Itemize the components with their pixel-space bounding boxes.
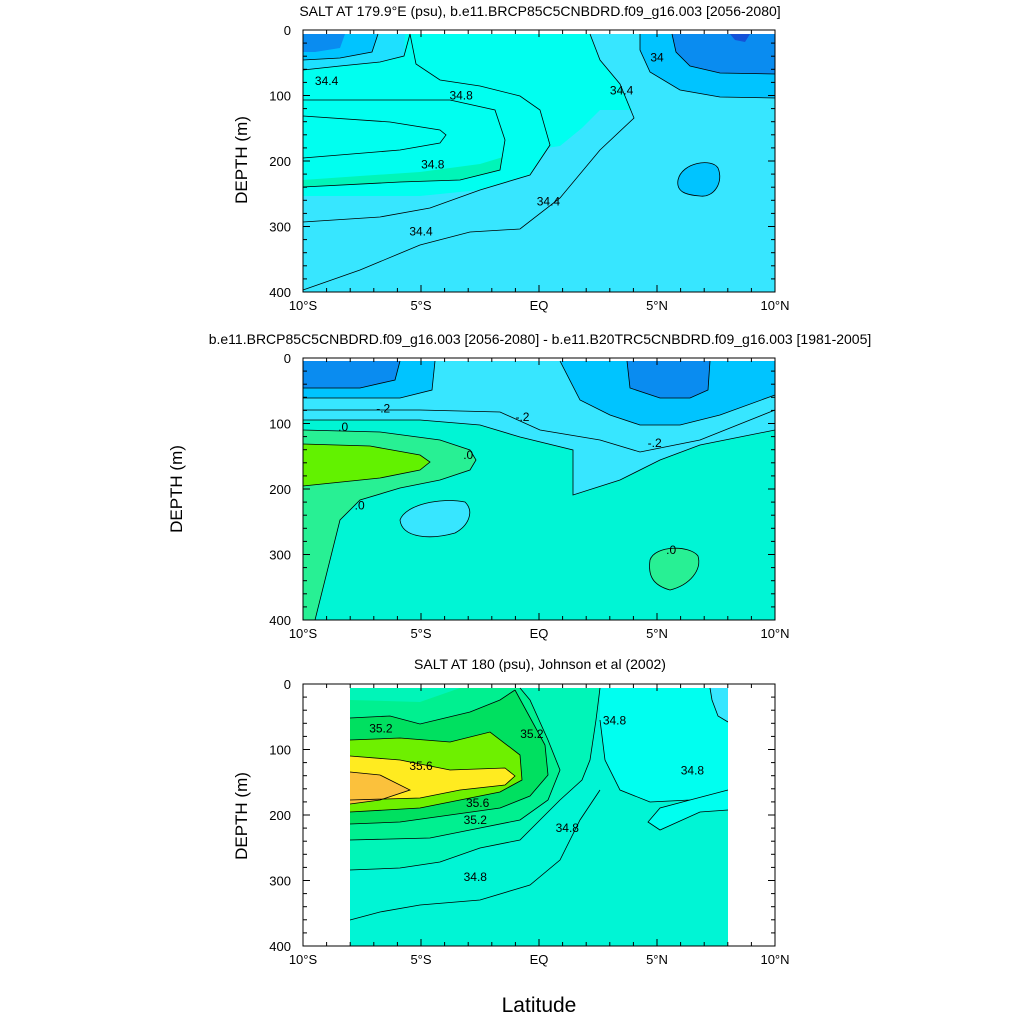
panel-1-title: SALT AT 179.9°E (psu), b.e11.BRCP85C5CNB… (299, 3, 780, 19)
panel-2-ylabel: DEPTH (m) (167, 445, 186, 533)
panel-2-anomaly-minus-0.4-east (627, 361, 710, 398)
panel-1-fill (303, 30, 775, 292)
x-tick-label: 10°N (760, 298, 789, 313)
contour-label: -.2 (376, 401, 390, 415)
x-tick-label: 10°S (289, 626, 318, 641)
contour-label: 34 (650, 51, 664, 65)
panel-1-salinity-33.8-east (730, 34, 750, 42)
y-tick-label: 100 (269, 89, 291, 104)
x-tick-label: 5°N (646, 298, 668, 313)
contour-label: 34.4 (537, 195, 561, 209)
x-tick-label: 5°S (410, 952, 431, 967)
panel-3-axes: 10°S 5°S EQ 5°N 10°N 0 100 200 300 400 (269, 677, 789, 967)
panel-1-axes: 10°S 5°S EQ 5°N 10°N 0 100 200 300 400 (269, 23, 789, 313)
panel-3-salinity-34.8-east-lower (648, 790, 728, 946)
x-tick-label: 10°S (289, 298, 318, 313)
contour-label: -.2 (648, 436, 662, 450)
contour-label: 35.6 (466, 796, 490, 810)
x-tick-label: EQ (530, 298, 549, 313)
y-tick-label: 0 (284, 351, 291, 366)
y-tick-label: 400 (269, 613, 291, 628)
x-tick-label: 5°S (410, 626, 431, 641)
panel-2-contour-lines (302, 360, 776, 621)
x-tick-label: 10°N (760, 626, 789, 641)
contour-label: -.2 (515, 410, 529, 424)
panel-2: b.e11.BRCP85C5CNBDRD.f09_g16.003 [2056-2… (167, 331, 871, 641)
y-tick-label: 200 (269, 154, 291, 169)
y-tick-label: 400 (269, 939, 291, 954)
panel-2-anomaly-minus-0.4-west (303, 361, 400, 388)
panel-2-anomaly-plus-0.1 (303, 444, 430, 486)
panel-2-anomaly-eddy-negative (400, 500, 470, 537)
x-tick-label: 5°N (646, 952, 668, 967)
contour-label: .0 (463, 448, 473, 462)
contour-label: 35.2 (369, 722, 393, 736)
y-tick-label: 400 (269, 285, 291, 300)
y-tick-label: 300 (269, 874, 291, 889)
panel-1-contour-lines (302, 33, 776, 291)
panel-3-no-data-west (303, 688, 350, 946)
panel-1-salinity-34.0 (303, 34, 345, 52)
contour-label: 34.4 (315, 74, 339, 88)
y-tick-label: 200 (269, 808, 291, 823)
contour-label: .0 (666, 543, 676, 557)
contour-label: 34.8 (464, 870, 488, 884)
contour-label: 34.8 (556, 821, 580, 835)
x-tick-label: EQ (530, 626, 549, 641)
contour-label: 35.6 (409, 759, 433, 773)
panel-3-ylabel: DEPTH (m) (232, 772, 251, 860)
panel-3-salinity-34.8-east (600, 688, 728, 802)
contour-label: 35.2 (464, 813, 488, 827)
y-tick-label: 0 (284, 23, 291, 38)
panel-1-contour-labels: 34.4 34.8 34.8 34.4 34.4 34.4 34 (315, 51, 664, 239)
contour-label: 34.8 (449, 89, 473, 103)
y-tick-label: 0 (284, 677, 291, 692)
panel-1: SALT AT 179.9°E (psu), b.e11.BRCP85C5CNB… (232, 3, 790, 313)
contour-label: .0 (338, 420, 348, 434)
panel-2-axes: 10°S 5°S EQ 5°N 10°N 0 100 200 300 400 (269, 351, 789, 641)
panel-3-contour-lines (349, 687, 729, 921)
figure-xlabel: Latitude (502, 994, 577, 1017)
contour-label: .0 (355, 498, 365, 512)
panel-3-salinity-34.6-corner (710, 688, 728, 722)
panel-2-contour-labels: -.2 .0 .0 .0 -.2 -.2 .0 (338, 401, 676, 556)
panel-1-salinity-34.0-east (672, 34, 775, 74)
x-tick-label: 10°N (760, 952, 789, 967)
contour-label: 35.2 (520, 727, 544, 741)
x-tick-label: 5°S (410, 298, 431, 313)
panel-2-anomaly-eddy-positive (649, 548, 699, 590)
panel-3: SALT AT 180 (psu), Johnson et al (2002) (232, 656, 790, 967)
panel-3-fill (350, 688, 728, 946)
x-tick-label: EQ (530, 952, 549, 967)
contour-label: 34.4 (409, 225, 433, 239)
panel-2-title: b.e11.BRCP85C5CNBDRD.f09_g16.003 [2056-2… (209, 331, 872, 347)
panel-1-ylabel: DEPTH (m) (232, 116, 251, 204)
panel-2-fill (303, 358, 775, 620)
x-tick-label: 10°S (289, 952, 318, 967)
contour-label: 34.8 (421, 157, 445, 171)
contour-label: 34.4 (610, 83, 634, 97)
contour-label: 34.8 (681, 763, 705, 777)
contour-label: 34.8 (603, 714, 627, 728)
y-tick-label: 300 (269, 548, 291, 563)
y-tick-label: 300 (269, 220, 291, 235)
y-tick-label: 100 (269, 417, 291, 432)
panel-3-no-data-east (728, 688, 775, 946)
y-tick-label: 200 (269, 482, 291, 497)
panel-3-salinity-35.8 (350, 772, 410, 804)
panel-1-salinity-34.2-eddy (677, 162, 720, 197)
panel-3-contour-labels: 35.2 35.6 35.6 35.2 34.8 35.2 34.8 34.8 34.8 (369, 714, 704, 885)
y-tick-label: 100 (269, 743, 291, 758)
x-tick-label: 5°N (646, 626, 668, 641)
panel-3-title: SALT AT 180 (psu), Johnson et al (2002) (414, 656, 666, 672)
